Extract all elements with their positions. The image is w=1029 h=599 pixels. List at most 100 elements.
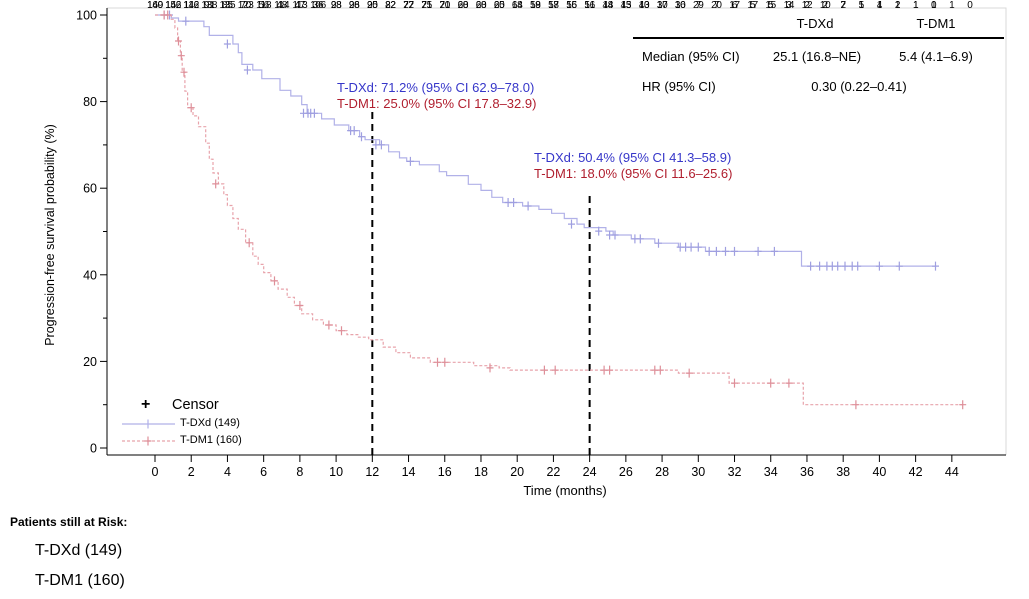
x-tick-label: 0 [152, 465, 159, 479]
at-risk-value: 17 [729, 0, 740, 11]
x-tick-label: 16 [438, 465, 452, 479]
at-risk-value: 55 [566, 0, 577, 11]
at-risk-value: 65 [493, 0, 505, 11]
censor-tick [296, 301, 304, 310]
at-risk-value: 152 [165, 0, 181, 11]
censor-tick [406, 156, 414, 166]
at-risk-value: 160 [147, 0, 163, 11]
x-tick-label: 24 [583, 465, 597, 479]
at-risk-value: 20 [439, 0, 451, 11]
legend-censor-label: Censor [172, 397, 219, 413]
x-tick-label: 18 [474, 465, 488, 479]
at-risk-value: 77 [403, 0, 414, 11]
at-risk-value: 75 [421, 0, 432, 11]
censor-tick [540, 365, 548, 375]
at-risk-value: 28 [348, 0, 360, 11]
tdm1-survival-curve [155, 14, 963, 406]
x-tick-label: 10 [329, 465, 343, 479]
censor-tick [175, 36, 182, 46]
censor-tick [338, 326, 345, 336]
censor-tick [852, 400, 860, 410]
censor-tick [895, 261, 903, 271]
censor-tick [510, 198, 518, 207]
censor-tick [754, 246, 762, 256]
at-risk-value: 149 [147, 0, 163, 11]
at-risk-value: 22 [403, 0, 414, 11]
tdxd-curve-group [155, 10, 939, 271]
plot-frame [107, 7, 1007, 455]
annotation-12mo-tdxd: T-DXd: 71.2% (95% CI 62.9–78.0) [337, 80, 535, 95]
x-tick-label: 38 [836, 465, 850, 479]
y-tick-label: 100 [76, 9, 97, 23]
annotation-24-months: T-DXd: 50.4% (95% CI 41.3–58.9) T-DM1: 1… [534, 150, 732, 182]
at-risk-value: 6 [731, 0, 738, 11]
censor-tick [655, 238, 662, 248]
censor-tick [722, 246, 729, 256]
censor-tick [180, 67, 188, 77]
annotation-12-months: T-DXd: 71.2% (95% CI 62.9–78.0) T-DM1: 2… [337, 80, 536, 112]
at-risk-value: 45 [620, 0, 632, 11]
x-tick-label: 34 [764, 465, 778, 479]
x-tick-label: 4 [224, 465, 231, 479]
x-tick-label: 14 [402, 465, 416, 479]
at-risk-value: 18 [511, 0, 523, 11]
at-risk-value: 29 [693, 0, 704, 11]
at-risk-value: 68 [457, 0, 469, 11]
at-risk-value: 14 [602, 0, 614, 11]
at-risk-value: 47 [294, 0, 306, 11]
at-risk-value: 20 [493, 0, 505, 11]
at-risk-value: 70 [240, 0, 251, 11]
censor-plus-icon: + [141, 396, 151, 413]
censor-tick [434, 357, 441, 367]
censor-tick [932, 261, 939, 271]
at-risk-value: 17 [747, 0, 758, 11]
at-risk-value: 142 [183, 0, 200, 11]
stats-hr-value: 0.30 (0.22–0.41) [811, 79, 907, 94]
y-tick-label: 0 [90, 442, 97, 456]
censor-tick [712, 246, 720, 256]
y-tick-label: 60 [83, 182, 97, 196]
at-risk-value: 20 [475, 0, 487, 11]
at-risk-value: 68 [475, 0, 487, 11]
at-risk-value: 1 [876, 0, 883, 11]
x-axis-title: Time (months) [523, 483, 607, 498]
at-risk-value: 13 [638, 0, 650, 11]
at-risk-value: 1 [949, 0, 955, 11]
at-risk-value: 40 [638, 0, 650, 11]
legend-tdm1-label: T-DM1 (160) [180, 434, 242, 446]
at-risk-value: 25 [367, 0, 378, 11]
y-tick-label: 80 [83, 95, 97, 109]
censor-tick [841, 261, 849, 271]
at-risk-value: 2 [822, 0, 828, 11]
x-tick-label: 32 [728, 465, 742, 479]
at-risk-value: 113 [292, 0, 308, 11]
stats-table-rule [633, 37, 1004, 39]
at-risk-value: 56 [258, 0, 269, 11]
at-risk-value: 1 [858, 0, 865, 11]
at-risk-value: 82 [385, 0, 396, 11]
at-risk-value: 10 [819, 0, 831, 11]
censor-tick [656, 365, 664, 375]
at-risk-value: 5 [858, 0, 865, 11]
at-risk-value: 37 [656, 0, 668, 11]
x-tick-label: 8 [296, 465, 303, 479]
censor-tick [731, 378, 738, 388]
at-risk-value: 91 [204, 0, 215, 11]
at-risk-value: 2 [804, 0, 810, 11]
at-risk-value: 17 [548, 0, 559, 11]
censor-tick [807, 261, 815, 271]
at-risk-label-tdxd: T-DXd (149) [35, 542, 123, 559]
censor-tick [685, 368, 693, 378]
censor-tick [377, 140, 385, 150]
annotation-24mo-tdxd: T-DXd: 50.4% (95% CI 41.3–58.9) [534, 150, 732, 165]
censor-tick [187, 103, 195, 113]
at-risk-value: 1 [894, 0, 901, 11]
stats-median-label: Median (95% CI) [642, 49, 740, 64]
at-risk-value: 123 [237, 0, 254, 11]
at-risk-value: 7 [695, 0, 702, 11]
x-tick-label: 42 [909, 465, 923, 479]
at-risk-value: 36 [312, 0, 324, 11]
at-risk-value: 7 [713, 0, 720, 11]
censor-tick [834, 261, 842, 271]
legend-tdxd-marker [122, 419, 175, 429]
